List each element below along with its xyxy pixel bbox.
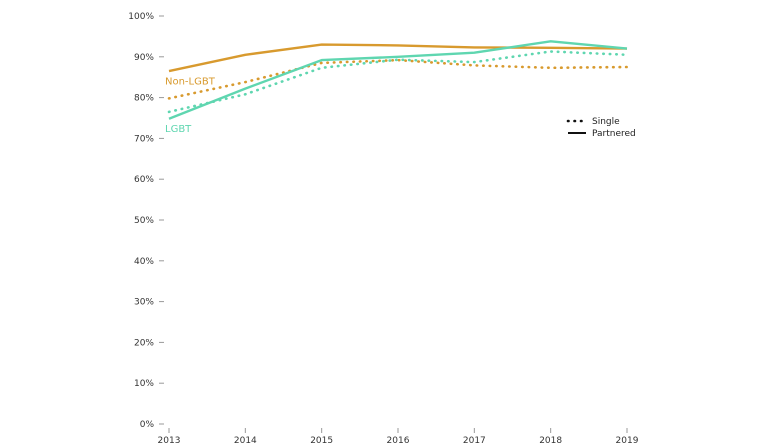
- data-point: [244, 87, 246, 89]
- y-tick-label: 30%: [134, 298, 154, 308]
- x-tick-label: 2013: [158, 436, 181, 445]
- data-point: [168, 97, 170, 99]
- data-point: [244, 81, 246, 83]
- y-tick-label: 40%: [134, 257, 154, 267]
- y-tick-label: 70%: [134, 134, 154, 144]
- data-point: [244, 93, 246, 95]
- series-layer: [167, 40, 629, 120]
- y-tick-label: 50%: [134, 216, 154, 226]
- x-axis: 2013 2014 2015 2016 2017 2018 2019: [158, 428, 639, 445]
- x-tick-label: 2017: [463, 436, 486, 445]
- data-point: [473, 46, 475, 48]
- data-point: [397, 56, 399, 58]
- legend: Single Partnered: [566, 117, 636, 139]
- x-tick-label: 2019: [616, 436, 639, 445]
- data-point: [626, 47, 628, 49]
- series-label-non-lgbt: Non-LGBT: [165, 76, 216, 87]
- data-point: [320, 59, 322, 61]
- legend-label-single: Single: [592, 117, 620, 127]
- x-tick-label: 2018: [539, 436, 562, 445]
- data-point: [473, 52, 475, 54]
- y-tick-label: 80%: [134, 94, 154, 104]
- data-point: [549, 67, 551, 69]
- data-point: [320, 67, 322, 69]
- y-tick-label: 10%: [134, 379, 154, 389]
- x-tick-label: 2014: [234, 436, 257, 445]
- data-point: [549, 40, 551, 42]
- y-axis: 0% 10% 20% 30% 40% 50% 60% 70% 80% 90% 100%: [128, 12, 164, 430]
- series-labels: Non-LGBT LGBT: [165, 76, 216, 134]
- data-point: [397, 58, 399, 60]
- data-point: [549, 47, 551, 49]
- data-point: [626, 54, 628, 56]
- y-tick-label: 0%: [140, 420, 155, 430]
- series-label-lgbt: LGBT: [165, 124, 192, 135]
- data-point: [168, 70, 170, 72]
- series-line-lgbt-dotted: [167, 50, 629, 114]
- series-line-lgbt-solid: [168, 40, 628, 120]
- data-point: [168, 118, 170, 120]
- data-point: [473, 64, 475, 66]
- data-point: [549, 50, 551, 52]
- y-tick-label: 100%: [128, 12, 154, 22]
- data-point: [626, 66, 628, 68]
- data-point: [320, 62, 322, 64]
- data-point: [320, 43, 322, 45]
- y-tick-label: 20%: [134, 338, 154, 348]
- y-tick-label: 60%: [134, 175, 154, 185]
- data-point: [397, 44, 399, 46]
- data-point: [168, 111, 170, 113]
- series-line-non-lgbt-solid: [168, 43, 628, 73]
- x-tick-label: 2015: [310, 436, 333, 445]
- series-line-non-lgbt-dotted: [167, 58, 629, 100]
- data-point: [244, 54, 246, 56]
- y-tick-label: 90%: [134, 53, 154, 63]
- x-tick-label: 2016: [387, 436, 410, 445]
- data-point: [473, 61, 475, 63]
- legend-label-partnered: Partnered: [592, 129, 636, 139]
